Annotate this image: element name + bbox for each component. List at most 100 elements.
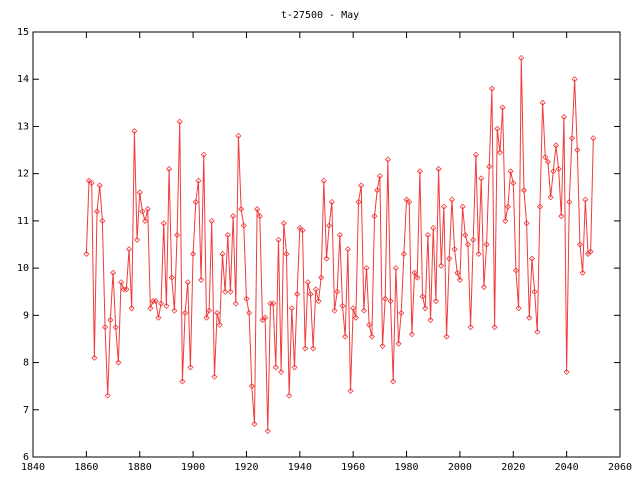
point [198,276,205,283]
point [507,168,514,175]
point [208,217,215,224]
point [416,168,423,175]
point [488,85,495,92]
x-tick-label: 2000 [448,462,472,473]
point [526,314,533,321]
point [280,220,287,227]
point [214,309,221,317]
point [91,354,98,361]
point [206,307,213,314]
point [496,149,503,156]
point [531,288,538,295]
point [83,250,90,258]
point [166,165,173,173]
point [227,288,234,295]
point [579,269,586,276]
point [582,196,589,203]
point [158,300,165,307]
x-tick-label: 1900 [181,462,205,473]
point [392,265,399,272]
x-tick-label: 1920 [234,462,258,473]
point [430,224,437,232]
point [371,213,378,220]
point [464,241,471,248]
point [400,250,407,258]
point [366,321,373,328]
point [350,305,357,312]
point [336,231,343,239]
point [510,180,517,187]
point [104,392,111,399]
point [288,305,295,312]
point [139,208,146,215]
point [200,151,207,158]
point [576,241,584,248]
point [168,274,175,281]
point [323,255,330,262]
point [101,324,109,331]
point [387,298,394,305]
x-tick-label: 1940 [288,462,312,473]
x-tick-label: 2020 [501,462,525,473]
point [331,307,338,314]
point [518,54,525,62]
point [96,182,103,189]
point [235,132,242,139]
point [184,279,191,286]
point [342,333,349,340]
point [155,314,162,321]
point [195,177,202,184]
point [408,331,415,338]
point [222,288,229,295]
point [328,198,335,206]
point [446,255,453,262]
point [384,156,391,163]
point [147,305,154,312]
x-tick-label: 1960 [341,462,365,473]
point [307,291,314,298]
point [435,165,442,173]
y-tick-label: 13 [17,121,29,132]
point [571,76,578,83]
point [478,175,485,182]
point [456,276,463,283]
point [251,420,258,428]
point [363,265,370,272]
point [302,345,309,352]
point [448,196,455,203]
point [286,392,293,399]
point [275,236,282,243]
point [424,231,431,239]
y-tick-label: 8 [23,358,29,369]
point [304,279,311,286]
point [219,250,226,258]
point [590,135,597,142]
chart-title: t-27500 - May [281,10,359,21]
point [390,378,397,385]
point [502,217,509,224]
point [344,246,351,253]
point [568,135,576,142]
point [422,305,429,312]
point [246,309,253,317]
point [566,198,573,206]
point [326,222,333,229]
x-tick-label: 1980 [394,462,418,473]
point [192,198,199,206]
point [133,236,141,243]
point [238,206,245,213]
point [310,345,317,352]
point [414,274,421,281]
point [542,154,549,161]
point [99,217,106,224]
point [120,286,127,293]
point [536,203,544,210]
point [454,269,461,276]
point [152,298,159,305]
point [467,324,474,331]
x-tick-label: 2040 [555,462,579,473]
y-tick-label: 11 [17,216,29,227]
point [243,295,250,302]
point [520,187,528,194]
point [190,250,197,258]
